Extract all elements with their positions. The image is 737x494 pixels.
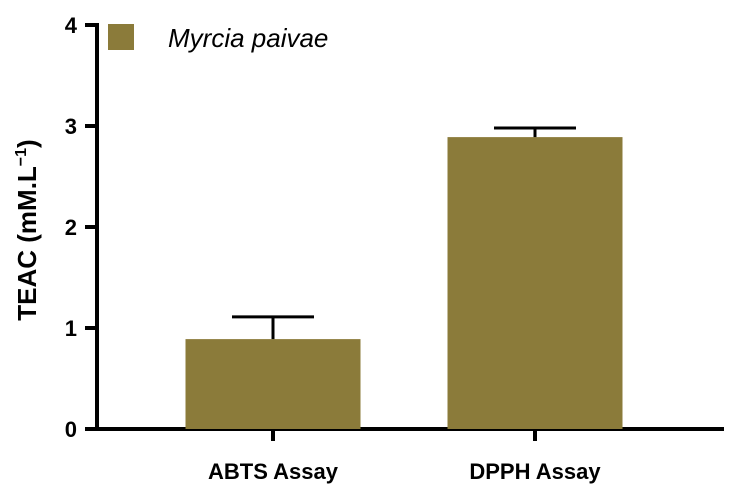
- y-tick-label: 1: [65, 316, 77, 341]
- x-tick-label: ABTS Assay: [208, 459, 339, 484]
- x-ticks: ABTS Assay DPPH Assay: [208, 429, 601, 484]
- y-tick-label: 0: [65, 417, 77, 442]
- legend-label: Myrcia paivae: [168, 23, 328, 53]
- y-tick-label: 2: [65, 215, 77, 240]
- y-axis-title: TEAC (mM.L−1): [12, 139, 42, 320]
- y-tick-label: 3: [65, 114, 77, 139]
- y-axis-title-text: TEAC (mM.L: [12, 166, 42, 321]
- bar-abts-assay: [185, 339, 361, 429]
- x-tick-label: DPPH Assay: [469, 459, 601, 484]
- bar-dpph-assay: [447, 137, 623, 430]
- y-ticks: 0 1 2 3 4: [65, 13, 97, 442]
- legend: Myrcia paivae: [108, 23, 328, 53]
- y-tick-label: 4: [65, 13, 78, 38]
- y-axis-title-close: ): [12, 139, 42, 148]
- legend-swatch: [108, 24, 134, 50]
- y-axis-title-superscript: −1: [13, 148, 30, 166]
- bars: [185, 126, 623, 430]
